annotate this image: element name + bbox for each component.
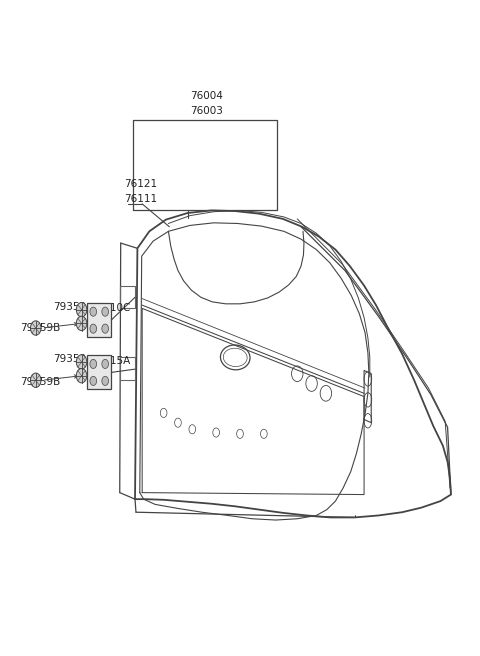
Text: 79359: 79359 [53, 302, 86, 312]
Text: 79359B: 79359B [21, 377, 61, 386]
Circle shape [76, 316, 87, 331]
Text: 76121: 76121 [124, 179, 157, 190]
FancyBboxPatch shape [87, 356, 111, 390]
Circle shape [102, 377, 108, 386]
Text: 76111: 76111 [124, 194, 157, 204]
Circle shape [31, 321, 41, 335]
Text: 79310C: 79310C [90, 304, 130, 314]
Text: 79359: 79359 [53, 354, 86, 364]
Circle shape [76, 302, 87, 317]
Circle shape [102, 307, 108, 316]
Circle shape [102, 324, 108, 333]
Text: 76003: 76003 [190, 106, 223, 116]
Circle shape [76, 369, 87, 383]
Circle shape [90, 359, 96, 369]
Circle shape [90, 307, 96, 316]
Text: 79115A: 79115A [90, 356, 130, 365]
Text: 79359B: 79359B [21, 323, 61, 333]
Circle shape [90, 324, 96, 333]
Circle shape [90, 377, 96, 386]
Text: 76004: 76004 [190, 91, 223, 101]
Circle shape [76, 355, 87, 369]
Circle shape [102, 359, 108, 369]
Circle shape [31, 373, 41, 388]
FancyBboxPatch shape [87, 303, 111, 337]
